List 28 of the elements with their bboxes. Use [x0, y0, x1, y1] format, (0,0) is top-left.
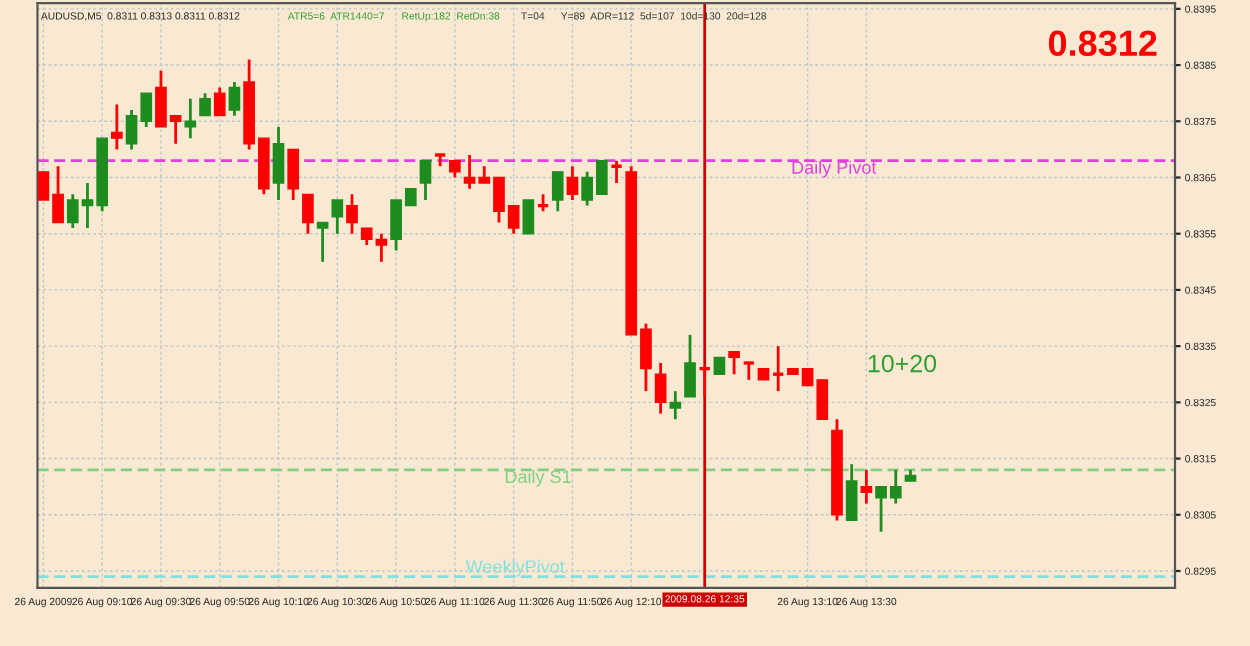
candlestick — [845, 462, 858, 522]
annotation: 10+20 — [868, 354, 937, 373]
ref-line-label: Daily S1 — [505, 469, 571, 487]
candlestick — [111, 103, 123, 151]
candlestick — [728, 350, 740, 376]
candlestick — [566, 164, 579, 202]
candlestick — [522, 199, 535, 235]
candlestick — [331, 198, 344, 236]
candlestick — [272, 125, 285, 202]
candlestick — [302, 192, 314, 236]
annotation: 0.8312 — [1048, 30, 1157, 57]
candlestick — [199, 91, 211, 118]
candlestick — [551, 170, 564, 213]
ref-line-label: WeeklyPivot — [465, 559, 565, 577]
candlestick — [184, 97, 197, 140]
candlestick — [609, 159, 624, 185]
candlestick — [684, 333, 696, 399]
candlestick — [419, 159, 432, 202]
candlestick — [346, 192, 358, 236]
candlestick — [860, 468, 873, 505]
candlestick — [669, 389, 682, 421]
candlestick — [741, 361, 756, 382]
ref-line-label: Daily Pivot — [792, 160, 877, 178]
candlestick — [654, 361, 667, 415]
candlestick — [213, 86, 226, 118]
candlestick — [287, 148, 300, 202]
candlestick — [316, 221, 329, 264]
candlestick — [228, 80, 241, 118]
